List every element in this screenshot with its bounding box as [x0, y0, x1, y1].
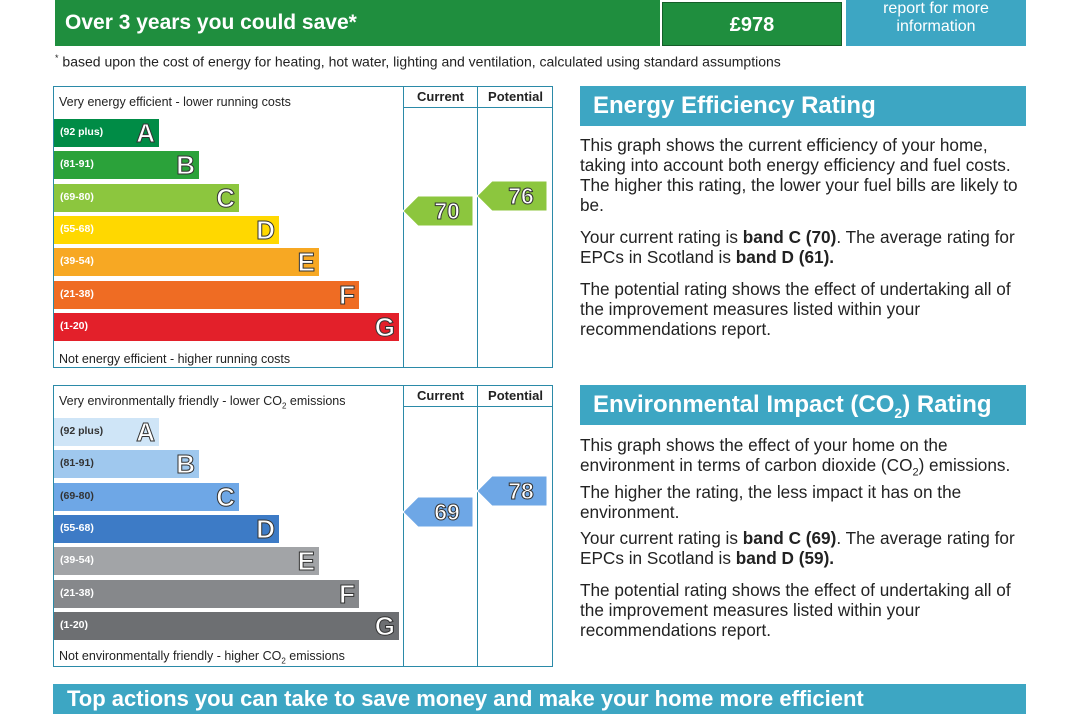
- current-rating-value: 70: [434, 198, 461, 225]
- current-rating-arrow: 69: [403, 497, 475, 527]
- band-a: (92 plus) A: [54, 118, 159, 148]
- footnote-text: based upon the cost of energy for heatin…: [62, 53, 781, 70]
- band-range: (39-54): [60, 554, 94, 567]
- report-line-1: report for more: [883, 0, 989, 17]
- band-letter: D: [256, 214, 276, 245]
- band-d: (55-68) D: [54, 513, 279, 544]
- current-column-header: Current: [417, 388, 464, 403]
- unfriendly-label: Not environmentally friendly - higher CO…: [59, 648, 345, 666]
- band-range: (21-38): [60, 586, 94, 599]
- band-f: (21-38) F: [54, 279, 359, 310]
- band-b: (81-91) B: [54, 449, 199, 480]
- band-range: (92 plus): [60, 425, 104, 437]
- band-range: (21-38): [60, 287, 94, 300]
- band-c: (69-80) C: [54, 481, 239, 512]
- environmental-impact-chart: Current Potential Very environmentally f…: [53, 385, 553, 667]
- friendly-label: Very environmentally friendly - lower CO…: [59, 394, 346, 411]
- band-range: (1-20): [60, 319, 89, 332]
- current-column-divider: [403, 86, 404, 368]
- band-range: (55-68): [60, 521, 94, 534]
- potential-rating-arrow: 78: [477, 476, 549, 506]
- savings-banner: Over 3 years you could save*: [55, 0, 660, 46]
- band-range: (69-80): [60, 190, 94, 203]
- band-range: (1-20): [60, 618, 89, 631]
- band-letter: G: [374, 311, 395, 342]
- energy-rating-title: Energy Efficiency Rating: [580, 86, 1026, 126]
- chart-frame: [53, 385, 553, 667]
- band-range: (69-80): [60, 489, 94, 502]
- chart-frame: [53, 86, 553, 368]
- band-letter: F: [339, 578, 356, 609]
- band-a: (92 plus) A: [54, 417, 159, 447]
- potential-column-header: Potential: [488, 89, 543, 104]
- inefficient-label: Not energy efficient - higher running co…: [59, 352, 291, 366]
- band-letter: B: [176, 150, 196, 181]
- footnote-marker: *: [55, 53, 59, 63]
- potential-column-divider: [477, 86, 478, 368]
- band-e: (39-54) E: [54, 247, 319, 278]
- potential-rating-arrow: 76: [477, 181, 549, 211]
- band-b: (81-91) B: [54, 150, 199, 181]
- savings-amount: £978: [662, 2, 842, 46]
- co2-current-band: band C (69): [742, 528, 837, 548]
- co2-rating-title: Environmental Impact (CO2) Rating: [580, 385, 1026, 425]
- band-range: (81-91): [60, 457, 94, 470]
- band-range: (55-68): [60, 222, 94, 235]
- report-line-2: information: [896, 18, 976, 35]
- savings-label: Over 3 years you could save: [65, 11, 349, 34]
- band-letter: D: [256, 513, 276, 544]
- potential-column-header: Potential: [488, 388, 543, 403]
- band-g: (1-20) G: [54, 311, 399, 342]
- band-letter: E: [297, 546, 315, 577]
- column-header-rule: [403, 406, 553, 407]
- band-f: (21-38) F: [54, 578, 359, 609]
- current-column-divider: [403, 385, 404, 667]
- band-range: (39-54): [60, 255, 94, 268]
- band-letter: A: [136, 118, 156, 148]
- band-letter: E: [297, 247, 315, 278]
- potential-rating-value: 76: [508, 183, 535, 210]
- energy-paragraph-3: The potential rating shows the effect of…: [580, 279, 1011, 339]
- potential-column-divider: [477, 385, 478, 667]
- band-range: (81-91): [60, 158, 94, 171]
- efficient-label: Very energy efficient - lower running co…: [59, 95, 291, 109]
- current-rating-arrow: 70: [403, 196, 475, 226]
- energy-efficiency-chart: Current Potential Very energy efficient …: [53, 86, 553, 368]
- band-letter: G: [374, 610, 395, 641]
- band-e: (39-54) E: [54, 546, 319, 577]
- column-header-rule: [403, 107, 553, 108]
- band-d: (55-68) D: [54, 214, 279, 245]
- footnote: * based upon the cost of energy for heat…: [55, 53, 781, 70]
- current-rating-value: 69: [434, 499, 461, 526]
- co2-paragraph-1: This graph shows the effect of your home…: [580, 435, 1011, 523]
- savings-asterisk: *: [348, 11, 357, 34]
- report-link-box[interactable]: report for more information: [846, 0, 1026, 46]
- band-range: (92 plus): [60, 126, 104, 138]
- band-letter: C: [216, 182, 236, 213]
- potential-rating-value: 78: [508, 478, 535, 505]
- top-actions-banner: Top actions you can take to save money a…: [53, 684, 1026, 714]
- energy-paragraph-2: Your current rating is band C (70). The …: [580, 227, 1015, 267]
- energy-paragraph-1: This graph shows the current efficiency …: [580, 135, 1018, 215]
- band-letter: B: [176, 449, 196, 480]
- current-column-header: Current: [417, 89, 464, 104]
- band-g: (1-20) G: [54, 610, 399, 641]
- energy-average-band: band D (61).: [735, 247, 835, 267]
- band-letter: A: [136, 417, 156, 447]
- band-letter: F: [339, 279, 356, 310]
- band-letter: C: [216, 481, 236, 512]
- co2-average-band: band D (59).: [735, 548, 835, 568]
- co2-paragraph-2: Your current rating is band C (69). The …: [580, 528, 1015, 568]
- band-c: (69-80) C: [54, 182, 239, 213]
- energy-current-band: band C (70): [742, 227, 837, 247]
- co2-paragraph-3: The potential rating shows the effect of…: [580, 580, 1011, 640]
